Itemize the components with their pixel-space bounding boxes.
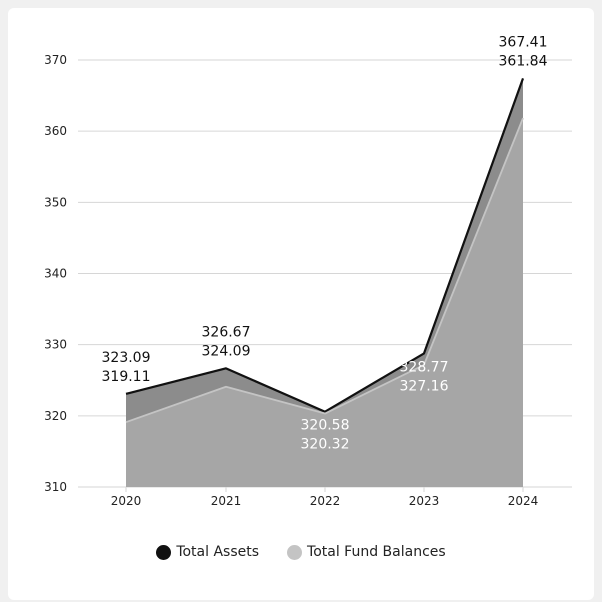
y-tick-label: 340 (44, 267, 67, 281)
data-label: 319.11 (102, 369, 151, 385)
legend-swatch-icon (287, 544, 303, 560)
data-label: 328.77 (400, 359, 449, 375)
series-lines (125, 78, 525, 424)
data-label: 320.58 (301, 418, 350, 434)
legend-item-total-assets[interactable]: Total Assets (156, 544, 259, 560)
legend-item-total-fund-balances[interactable]: Total Fund Balances (287, 544, 446, 560)
legend-swatch-icon (156, 544, 172, 560)
x-tick-label: 2021 (211, 494, 242, 508)
y-tick-label: 360 (44, 124, 67, 138)
y-tick-label: 310 (44, 480, 67, 494)
y-tick-label: 370 (44, 53, 67, 67)
y-axis-ticks: 310 320 330 340 350 360 370 (44, 53, 67, 494)
data-label: 361.84 (499, 53, 548, 69)
y-tick-label: 350 (44, 195, 67, 209)
area-total-fund-balances (126, 118, 523, 488)
chart-legend: Total Assets Total Fund Balances (0, 544, 602, 560)
legend-label: Total Assets (176, 544, 260, 560)
data-label: 327.16 (400, 378, 449, 394)
y-tick-label: 320 (44, 409, 67, 423)
x-tick-label: 2020 (111, 494, 142, 508)
area-fills (126, 78, 523, 488)
line-total-assets (125, 78, 525, 413)
data-label: 320.32 (301, 437, 350, 453)
data-label: 326.67 (202, 324, 251, 340)
legend-label: Total Fund Balances (307, 544, 446, 560)
data-label: 367.41 (499, 34, 548, 50)
data-labels: 323.09 319.11 326.67 324.09 320.58 320.32 328.… (102, 34, 548, 452)
x-tick-label: 2024 (508, 494, 539, 508)
data-label: 324.09 (202, 343, 251, 359)
x-axis-ticks: 2020 2021 2022 2023 2024 (111, 487, 539, 508)
x-tick-label: 2023 (409, 494, 440, 508)
x-tick-label: 2022 (310, 494, 341, 508)
line-total-fund-balances (125, 117, 524, 424)
data-label: 323.09 (102, 350, 151, 366)
y-tick-label: 330 (44, 338, 67, 352)
